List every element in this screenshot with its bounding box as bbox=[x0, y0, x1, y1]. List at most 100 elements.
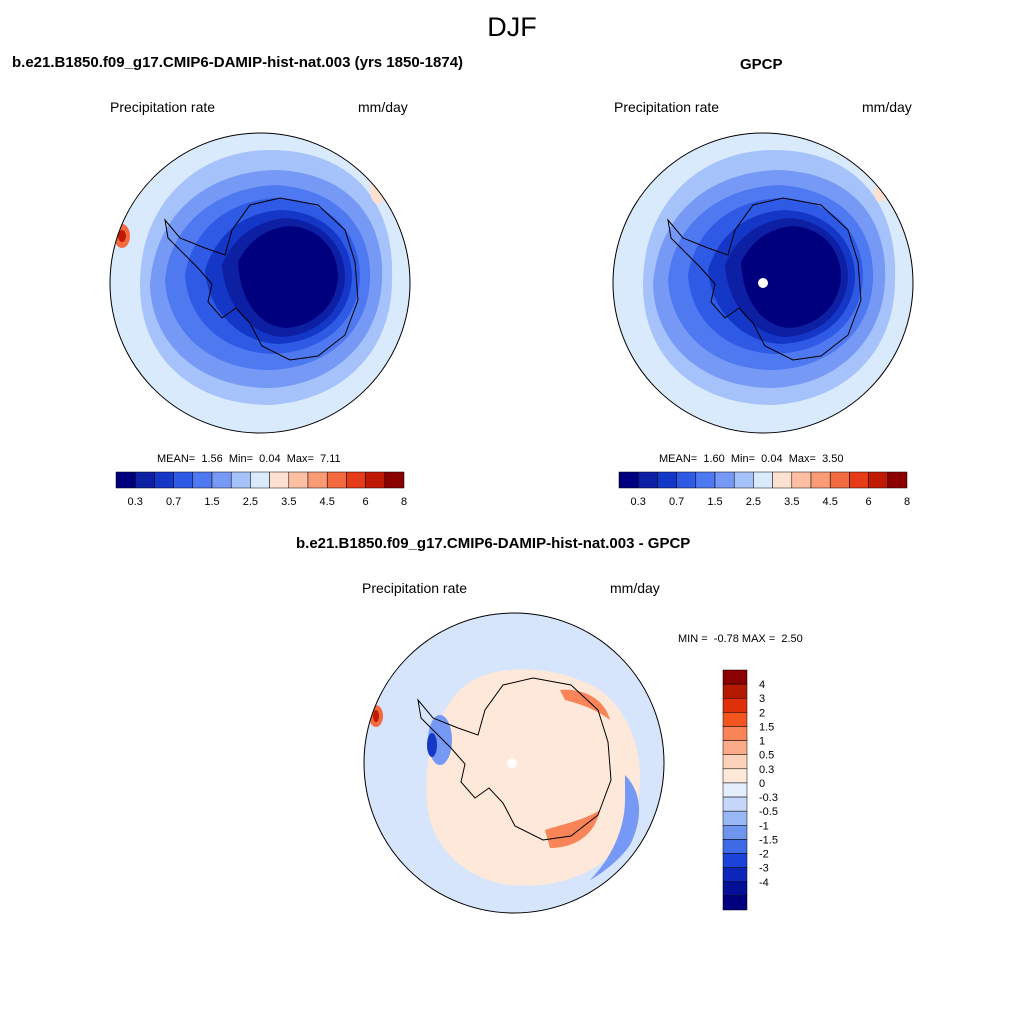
diff-colorbar-tick-label: 2 bbox=[759, 707, 765, 719]
diff-colorbar-box bbox=[722, 782, 748, 798]
diff-max-label: MAX = bbox=[741, 633, 776, 645]
diff-stats: MIN = -0.78 MAX = 2.50 bbox=[678, 633, 803, 645]
obs-colorbar-tick-label: 8 bbox=[904, 496, 910, 508]
diff-colorbar-tick-label: -3 bbox=[759, 863, 769, 875]
model-colorbar-box bbox=[115, 471, 136, 489]
model-panel-title: b.e21.B1850.f09_g17.CMIP6-DAMIP-hist-nat… bbox=[12, 54, 464, 71]
diff-colorbar-box bbox=[722, 839, 748, 854]
model-mean-label: MEAN= bbox=[157, 453, 196, 465]
model-max-value: 7.11 bbox=[320, 453, 341, 465]
obs-stats: MEAN= 1.60 Min= 0.04 Max= 3.50 bbox=[659, 453, 843, 465]
model-field-label: Precipitation rate bbox=[110, 99, 216, 115]
model-colorbar-tick-label: 8 bbox=[401, 496, 407, 508]
obs-colorbar-box bbox=[887, 471, 908, 489]
model-colorbar-box bbox=[173, 471, 194, 489]
obs-colorbar-box bbox=[618, 471, 639, 489]
model-colorbar-tick-label: 1.5 bbox=[204, 496, 219, 508]
model-colorbar-tick-label: 4.5 bbox=[320, 496, 335, 508]
diff-colorbar-tick-label: -0.3 bbox=[759, 792, 778, 804]
diff-precip-map bbox=[364, 613, 664, 913]
obs-colorbar-box bbox=[810, 471, 831, 489]
model-colorbar-box bbox=[211, 471, 232, 489]
model-colorbar-tick-label: 3.5 bbox=[281, 496, 296, 508]
diff-colorbar-box bbox=[722, 712, 748, 727]
obs-colorbar-tick-label: 2.5 bbox=[746, 496, 761, 508]
model-colorbar-tick-label: 0.3 bbox=[128, 496, 143, 508]
model-colorbar-tick-label: 2.5 bbox=[243, 496, 258, 508]
diff-colorbar-box bbox=[722, 683, 748, 699]
obs-min-label: Min= bbox=[730, 453, 756, 465]
diff-colorbar-tick-label: -1 bbox=[759, 820, 769, 832]
diff-colorbar-tick-label: 1.5 bbox=[759, 721, 774, 733]
diff-colorbar-tick-label: 4 bbox=[759, 679, 765, 691]
diff-colorbar-box bbox=[722, 825, 748, 840]
obs-colorbar-tick-label: 3.5 bbox=[784, 496, 799, 508]
diff-max-value: 2.50 bbox=[781, 633, 803, 645]
diff-colorbar-tick-label: 0.3 bbox=[759, 764, 774, 776]
diff-colorbar-box bbox=[722, 796, 748, 812]
model-colorbar-box bbox=[288, 471, 309, 489]
model-min-label: Min= bbox=[228, 453, 254, 465]
obs-colorbar-box bbox=[868, 471, 889, 489]
model-colorbar-box bbox=[346, 471, 366, 489]
diff-min-label: MIN = bbox=[678, 633, 708, 645]
obs-colorbar-tick-label: 1.5 bbox=[707, 496, 722, 508]
diff-colorbar-tick-label: -1.5 bbox=[759, 834, 778, 846]
model-colorbar-box bbox=[192, 471, 213, 489]
diff-colorbar-tick-label: -2 bbox=[759, 849, 769, 861]
diff-colorbar-box bbox=[722, 853, 748, 868]
diff-min-value: -0.78 bbox=[713, 633, 739, 645]
model-colorbar-tick-label: 6 bbox=[363, 496, 369, 508]
model-precip-map bbox=[110, 133, 410, 433]
diff-colorbar-box bbox=[722, 740, 748, 755]
obs-colorbar-box bbox=[733, 471, 754, 489]
obs-mean-label: MEAN= bbox=[659, 453, 698, 465]
diff-colorbar-tick-label: 0 bbox=[759, 778, 765, 790]
diff-panel-title: b.e21.B1850.f09_g17.CMIP6-DAMIP-hist-nat… bbox=[296, 535, 691, 552]
model-colorbar-box bbox=[154, 471, 174, 489]
model-stats: MEAN= 1.56 Min= 0.04 Max= 7.11 bbox=[157, 453, 341, 465]
diff-colorbar-tick-label: 1 bbox=[759, 736, 765, 748]
model-colorbar-box bbox=[269, 471, 290, 489]
diff-colorbar-box bbox=[722, 669, 748, 685]
diff-units-label: mm/day bbox=[610, 580, 660, 596]
obs-colorbar-box bbox=[849, 471, 869, 489]
diff-colorbar-box bbox=[722, 697, 748, 713]
diff-map-boundary bbox=[363, 612, 665, 914]
diff-colorbar-box bbox=[722, 895, 748, 911]
obs-colorbar-tick-label: 6 bbox=[866, 496, 872, 508]
diff-colorbar-box bbox=[722, 881, 748, 897]
obs-colorbar-box bbox=[714, 471, 735, 489]
model-colorbar-box bbox=[134, 471, 155, 489]
diff-colorbar-box bbox=[722, 810, 748, 826]
diff-colorbar-tick-label: 3 bbox=[759, 693, 765, 705]
model-colorbar-box bbox=[326, 471, 347, 489]
obs-colorbar-tick-label: 0.3 bbox=[631, 496, 646, 508]
obs-colorbar-box bbox=[657, 471, 677, 489]
obs-colorbar-box bbox=[829, 471, 850, 489]
model-colorbar-tick-label: 0.7 bbox=[166, 496, 181, 508]
obs-mean-value: 1.60 bbox=[703, 453, 725, 465]
model-colorbar-box bbox=[230, 471, 251, 489]
obs-colorbar-tick-label: 0.7 bbox=[669, 496, 684, 508]
obs-precip-map bbox=[613, 133, 913, 433]
model-colorbar-box bbox=[384, 471, 405, 489]
model-max-label: Max= bbox=[286, 453, 314, 465]
obs-map-boundary bbox=[612, 132, 914, 434]
diff-colorbar-box bbox=[722, 768, 748, 784]
model-units-label: mm/day bbox=[358, 99, 408, 115]
obs-field-label: Precipitation rate bbox=[614, 99, 720, 115]
diff-colorbar-tick-label: 0.5 bbox=[759, 750, 774, 762]
obs-colorbar-box bbox=[791, 471, 812, 489]
obs-panel-title: GPCP bbox=[740, 56, 783, 73]
model-min-value: 0.04 bbox=[259, 453, 281, 465]
diff-colorbar-tick-label: -0.5 bbox=[759, 806, 778, 818]
obs-colorbar-box bbox=[676, 471, 697, 489]
model-colorbar-box bbox=[365, 471, 386, 489]
diff-colorbar-box bbox=[722, 867, 748, 883]
diff-field-label: Precipitation rate bbox=[362, 580, 468, 596]
obs-colorbar-box bbox=[753, 471, 773, 489]
obs-units-label: mm/day bbox=[862, 99, 912, 115]
